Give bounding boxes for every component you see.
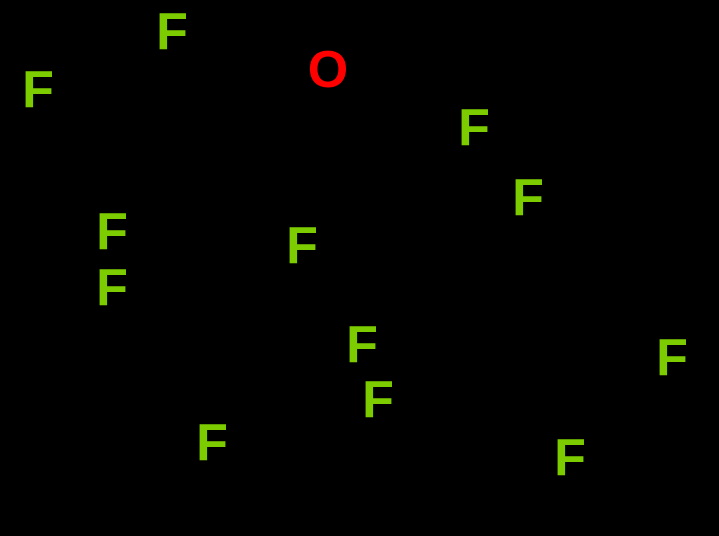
atom-f-F6: F	[286, 220, 318, 272]
atom-f-F7: F	[346, 319, 378, 371]
atom-f-F5: F	[196, 417, 228, 469]
atom-f-F10: F	[512, 172, 544, 224]
atom-o-O1: O	[308, 44, 348, 96]
atom-f-F9: F	[458, 102, 490, 154]
atom-f-F1: F	[156, 6, 188, 58]
atom-f-F4: F	[96, 262, 128, 314]
atom-f-F3: F	[96, 206, 128, 258]
atom-f-F11: F	[554, 432, 586, 484]
molecule-canvas: OFFFFFFFFFFFF	[0, 0, 719, 536]
atom-f-F8: F	[362, 374, 394, 426]
atom-f-F12: F	[656, 332, 688, 384]
atom-f-F2: F	[22, 64, 54, 116]
